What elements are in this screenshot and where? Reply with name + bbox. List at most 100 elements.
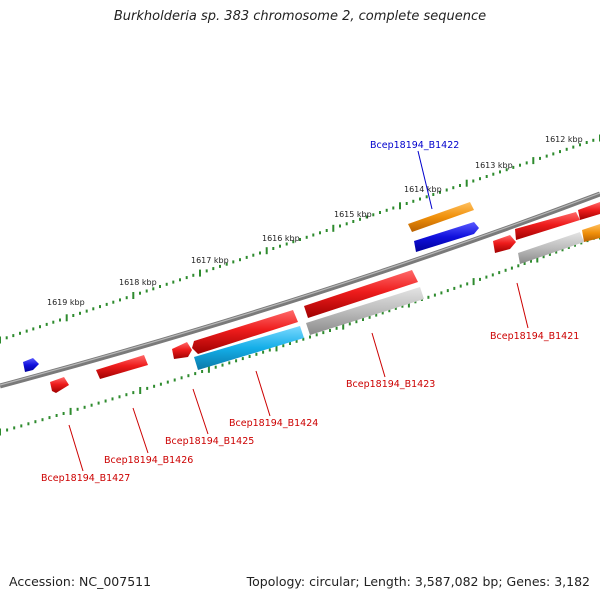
scale-tick	[225, 262, 228, 266]
scale-tick	[401, 304, 404, 308]
scale-tick	[32, 327, 35, 331]
scale-tick	[505, 168, 508, 172]
gene-label-B1424[interactable]: Bcep18194_B1424	[229, 418, 318, 429]
scale-tick	[479, 277, 481, 281]
scale-tick	[381, 311, 384, 315]
leader-line-B1423	[371, 332, 386, 378]
scale-tick	[559, 150, 561, 154]
leader-line-B1424	[255, 370, 271, 417]
kbp-label-1613: 1613 kbp	[475, 161, 513, 170]
scale-tick	[268, 348, 271, 352]
scale-tick	[498, 271, 501, 275]
scale-tick	[265, 247, 268, 255]
gene-feature-blue[interactable]	[23, 358, 39, 372]
gene-feature-gray[interactable]	[518, 232, 584, 264]
gene-feature-red[interactable]	[578, 202, 600, 220]
scale-tick	[6, 428, 9, 432]
scale-tick	[322, 331, 325, 335]
scale-tick	[348, 322, 351, 326]
scale-tick	[385, 208, 388, 212]
gene-label-B1427[interactable]: Bcep18194_B1427	[41, 473, 130, 484]
scale-tick	[41, 418, 44, 422]
scale-tick	[375, 313, 378, 317]
scale-tick	[452, 186, 455, 190]
gene-feature-gray[interactable]	[306, 287, 424, 335]
scale-tick	[299, 238, 301, 241]
scale-tick	[309, 335, 311, 339]
gene-feature-red[interactable]	[493, 235, 516, 253]
scale-tick	[139, 387, 142, 394]
scale-tick	[62, 412, 65, 415]
scale-tick	[205, 269, 208, 273]
label-leader-lines	[68, 150, 529, 472]
scale-tick	[279, 244, 281, 248]
scale-tick	[405, 202, 408, 205]
scale-tick	[275, 344, 278, 352]
scale-tick	[359, 217, 361, 221]
scale-tick	[352, 220, 355, 223]
scale-tick	[523, 262, 526, 265]
kbp-label-1619: 1619 kbp	[47, 298, 85, 307]
scale-tick	[248, 355, 251, 358]
scale-tick	[199, 269, 201, 277]
gene-feature-red[interactable]	[304, 270, 418, 318]
gene-feature-red[interactable]	[96, 355, 148, 379]
scale-tick	[152, 287, 155, 291]
scale-tick	[92, 307, 95, 311]
scale-tick	[545, 154, 548, 158]
scale-tick	[83, 405, 86, 409]
scale-tick	[12, 334, 15, 338]
scale-tick	[20, 424, 23, 428]
kbp-label-1612: 1612 kbp	[545, 135, 583, 144]
scale-tick	[445, 188, 448, 192]
scale-tick	[228, 361, 231, 365]
gene-label-B1426[interactable]: Bcep18194_B1426	[104, 455, 193, 466]
scale-tick	[112, 300, 115, 304]
gene-feature-red[interactable]	[172, 342, 192, 359]
scale-tick	[272, 247, 275, 250]
scale-tick	[519, 163, 521, 167]
gene-feature-blue[interactable]	[414, 222, 479, 252]
scale-tick	[485, 275, 488, 279]
kbp-label-1615: 1615 kbp	[334, 210, 372, 219]
scale-tick	[579, 143, 581, 147]
gene-feature-red[interactable]	[515, 212, 580, 240]
scale-tick	[292, 240, 295, 244]
scale-tick	[368, 315, 371, 319]
leader-line-B1422	[417, 150, 433, 210]
gene-feature-orange[interactable]	[582, 224, 600, 242]
scale-tick	[345, 222, 348, 226]
scale-tick	[362, 318, 364, 321]
scale-tick	[118, 395, 121, 399]
gene-label-B1421[interactable]: Bcep18194_B1421	[490, 331, 579, 342]
scale-tick	[55, 414, 58, 417]
scale-tick	[305, 235, 308, 239]
scale-tick	[180, 376, 183, 380]
gene-label-B1423[interactable]: Bcep18194_B1423	[346, 379, 435, 390]
gene-feature-red[interactable]	[192, 310, 298, 354]
kbp-label-1617: 1617 kbp	[191, 256, 229, 265]
scale-tick	[472, 278, 475, 286]
scale-tick	[335, 326, 338, 330]
scale-tick	[379, 211, 381, 214]
scale-tick	[185, 276, 188, 280]
gene-label-B1422[interactable]: Bcep18194_B1422	[370, 140, 459, 151]
gene-feature-cyan[interactable]	[194, 326, 304, 370]
scale-tick	[561, 248, 564, 252]
gene-label-B1425[interactable]: Bcep18194_B1425	[165, 436, 254, 447]
scale-tick	[52, 320, 55, 324]
scale-tick	[0, 428, 1, 436]
scale-tick	[412, 199, 415, 203]
leader-line-B1425	[192, 388, 209, 435]
scale-tick	[504, 268, 507, 272]
gene-feature-orange[interactable]	[408, 202, 474, 232]
scale-tick	[459, 184, 461, 187]
scale-tick	[119, 298, 121, 302]
scale-tick	[97, 401, 100, 405]
accession-text: Accession: NC_007511	[9, 574, 152, 589]
scale-tick	[542, 255, 545, 259]
gene-feature-red[interactable]	[50, 377, 69, 393]
scale-tick	[262, 350, 265, 354]
scale-tick	[207, 365, 210, 373]
page-title: Burkholderia sp. 383 chromosome 2, compl…	[113, 9, 487, 24]
